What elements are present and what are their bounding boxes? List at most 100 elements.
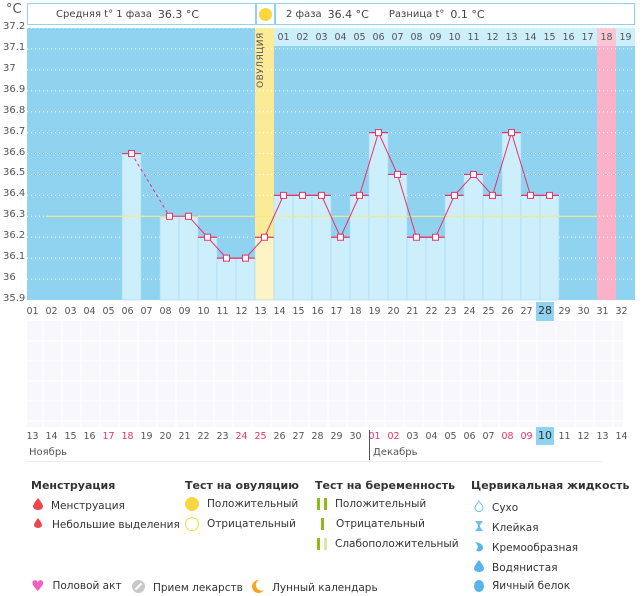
temp-point — [432, 233, 439, 241]
phase2-day-label: 16 — [562, 32, 575, 43]
x-tick-label: 09 — [178, 306, 191, 317]
legend-spotting: Небольшие выделения — [34, 518, 180, 531]
phase2-summary: 2 фаза 36.4 °C Разница t° 0.1 °C — [275, 3, 635, 25]
legend-label: Положительный — [335, 498, 427, 510]
legend-ovu-positive: Положительный — [185, 497, 298, 511]
two-lines-icon — [317, 498, 327, 510]
date-label: 12 — [577, 431, 590, 442]
date-label: 16 — [83, 431, 96, 442]
temp-point — [413, 233, 420, 241]
temp-bar — [463, 174, 484, 301]
phase1-summary: Средняя t° 1 фаза 36.3 °C — [27, 3, 256, 25]
date-label: 22 — [197, 431, 210, 442]
phase2-day-label: 19 — [619, 32, 632, 43]
temp-bar — [254, 236, 275, 301]
x-tick-label: 30 — [577, 306, 590, 317]
month-december: Декабрь — [373, 447, 418, 458]
legend-lunar: Лунный календарь — [251, 579, 378, 596]
x-tick-label: 10 — [197, 306, 210, 317]
period-header-cell — [597, 28, 616, 46]
date-label: 26 — [273, 431, 286, 442]
phase2-day-label: 04 — [334, 32, 347, 43]
x-tick-label: 18 — [349, 306, 362, 317]
temp-line-segment — [511, 132, 531, 196]
temp-bar — [406, 236, 427, 301]
phase2-label: 2 фаза — [286, 8, 322, 20]
temp-bar — [520, 195, 541, 301]
date-label: 20 — [159, 431, 172, 442]
date-label: 29 — [330, 431, 343, 442]
x-tick-label: 16 — [311, 306, 324, 317]
phase2-day-label: 13 — [505, 32, 518, 43]
date-label: 08 — [501, 431, 514, 442]
temp-bar — [539, 195, 560, 301]
y-tick-label: 36.4 — [3, 188, 26, 200]
x-tick-label: 26 — [501, 306, 514, 317]
faint-lines-icon — [317, 538, 327, 550]
x-tick-label: 12 — [235, 306, 248, 317]
temp-bar — [387, 174, 408, 301]
legend-label: Лунный календарь — [272, 582, 378, 594]
date-label: 03 — [406, 431, 419, 442]
date-label: 21 — [178, 431, 191, 442]
date-label: 14 — [45, 431, 58, 442]
temp-point — [318, 191, 325, 199]
temp-bar — [482, 195, 503, 301]
temp-point — [337, 233, 344, 241]
phase2-day-label: 10 — [448, 32, 461, 43]
date-label: 14 — [615, 431, 628, 442]
x-tick-label: 23 — [444, 306, 457, 317]
date-label: 13 — [596, 431, 609, 442]
legend-label: Сухо — [492, 501, 519, 514]
x-tick-label: 01 — [26, 306, 39, 317]
temp-point — [242, 254, 249, 262]
water-drop-icon — [474, 560, 484, 575]
month-divider — [369, 430, 370, 460]
temp-line-segment — [264, 195, 284, 238]
legend-label: Яичный белок — [492, 580, 571, 592]
legend-preg-weak: Слабоположительный — [317, 538, 459, 550]
date-label: 28 — [311, 431, 324, 442]
date-label: 19 — [140, 431, 153, 442]
y-tick-label: 36.3 — [3, 209, 26, 221]
y-tick-label: 36.8 — [3, 104, 26, 116]
x-tick-label: 29 — [558, 306, 571, 317]
x-tick-label: 24 — [463, 306, 476, 317]
diff-label: Разница t° — [388, 8, 445, 20]
diff-value: 0.1 °C — [450, 7, 485, 21]
temp-line-segment — [492, 132, 512, 196]
x-tick-label: 06 — [121, 306, 134, 317]
phase2-day-label: 12 — [486, 32, 499, 43]
date-label: 27 — [292, 431, 305, 442]
legend-label: Слабоположительный — [335, 538, 459, 550]
legend-cerv-creamy: Кремообразная — [474, 540, 578, 555]
legend-menstruation-title: Менструация — [31, 479, 116, 492]
temp-bar — [216, 257, 237, 301]
x-tick-label: 03 — [64, 306, 77, 317]
moon-icon — [251, 579, 264, 596]
date-label: 07 — [482, 431, 495, 442]
legend-label: Прием лекарств — [153, 582, 243, 594]
legend-menstruation: Менструация — [33, 498, 125, 513]
date-label: 10 — [536, 427, 554, 445]
phase2-day-label: 01 — [277, 32, 290, 43]
phase2-day-label: 02 — [296, 32, 309, 43]
date-label: 09 — [520, 431, 533, 442]
y-tick-label: 36.7 — [3, 125, 26, 137]
legend-preg-positive: Положительный — [317, 498, 426, 510]
phase2-day-label: 11 — [467, 32, 480, 43]
temp-point — [299, 191, 306, 199]
phase2-day-label: 17 — [581, 32, 594, 43]
x-tick-label: 25 — [482, 306, 495, 317]
temp-line-segment — [359, 132, 379, 196]
ovulation-sun — [256, 3, 275, 25]
phase1-label: Средняя t° 1 фаза — [56, 8, 152, 20]
date-label: 30 — [349, 431, 362, 442]
egg-icon — [474, 580, 484, 592]
date-label: 23 — [216, 431, 229, 442]
y-tick-label: 36.5 — [3, 167, 26, 179]
phase2-day-label: 05 — [353, 32, 366, 43]
x-tick-label: 14 — [273, 306, 286, 317]
temp-bar — [292, 195, 313, 301]
temp-bar — [235, 257, 256, 301]
